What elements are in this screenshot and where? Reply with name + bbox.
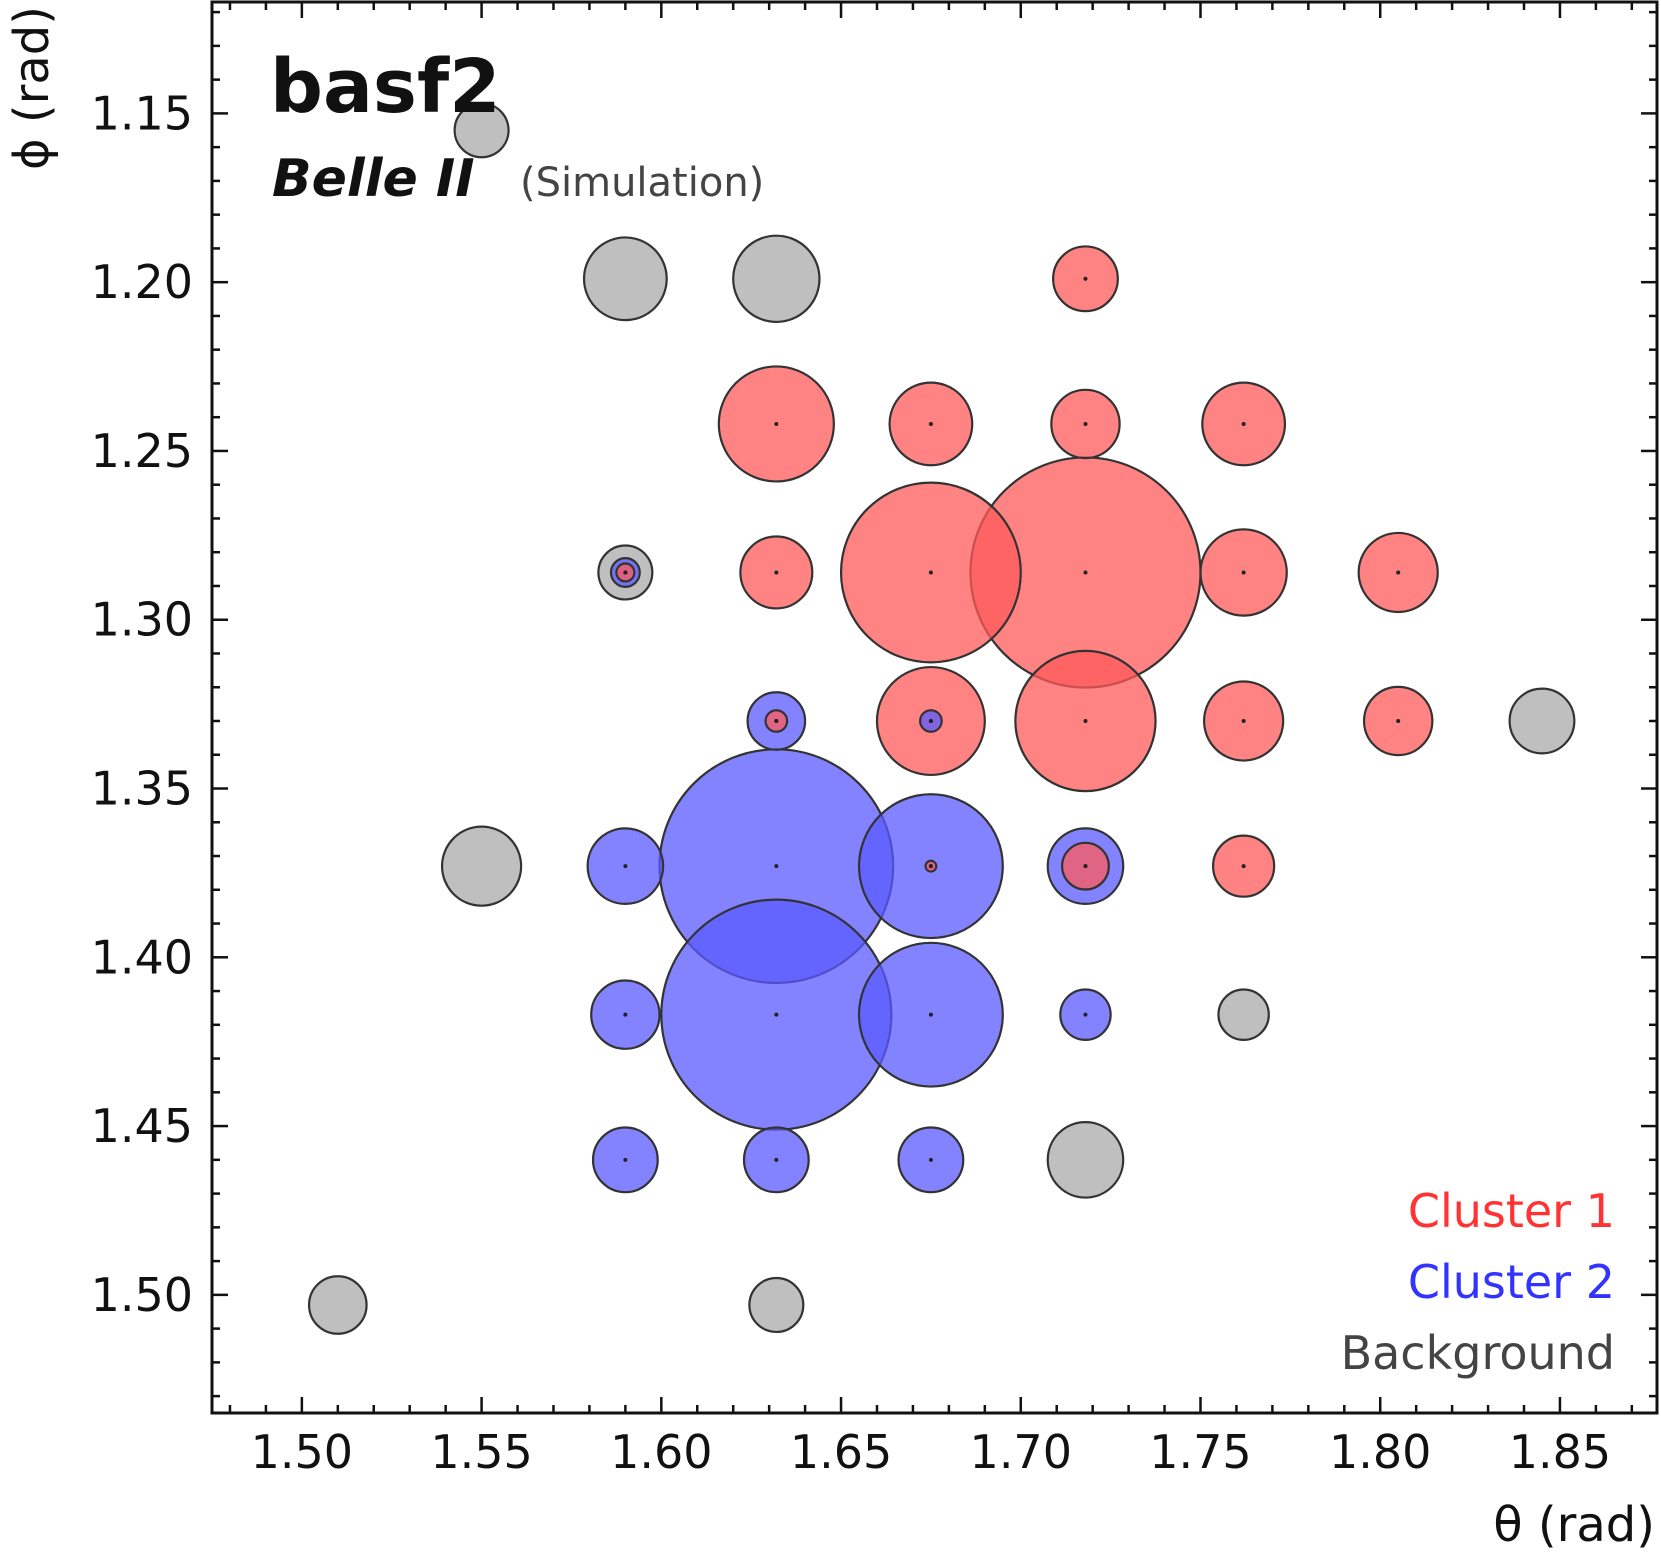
axis-ticks: 1.50 1.55 1.60 1.65 1.70 1.75 1.80 1.85 1.15 1.20… xyxy=(91,2,1657,1479)
x-tick-label-4: 1.70 xyxy=(970,1425,1072,1479)
cell-center-dot-29 xyxy=(1083,1012,1088,1017)
cell-center-dot-12 xyxy=(1241,719,1246,724)
cell-center-dot-22 xyxy=(623,864,628,869)
cell-center-dot-6 xyxy=(928,570,933,575)
cell-center-dot-32 xyxy=(928,1157,933,1162)
cell-center-dot-0 xyxy=(1083,276,1088,281)
y-tick-label-3: 1.30 xyxy=(91,593,193,647)
cell-center-dot-1 xyxy=(774,421,779,426)
marker-background-8 xyxy=(307,1275,368,1335)
cell-center-dot-26 xyxy=(623,1012,628,1017)
plot-frame xyxy=(210,0,1659,1415)
marker-background-4 xyxy=(1508,687,1576,755)
y-tick-label-2: 1.25 xyxy=(91,424,193,478)
cell-center-dot-13 xyxy=(1396,719,1401,724)
legend-entry-background: Background xyxy=(1341,1326,1615,1380)
cell-center-dot-23 xyxy=(774,864,779,869)
y-tick-label-0: 1.15 xyxy=(91,86,193,140)
cell-center-dot-2 xyxy=(928,421,933,426)
y-tick-label-5: 1.40 xyxy=(91,930,193,984)
marker-background-1 xyxy=(582,236,668,322)
marker-background-2 xyxy=(732,234,821,324)
legend-entry-cluster-1: Cluster 1 xyxy=(1408,1184,1615,1238)
y-tick-label-6: 1.45 xyxy=(91,1099,193,1153)
marker-background-5 xyxy=(440,825,523,907)
y-tick-label-4: 1.35 xyxy=(91,762,193,816)
cell-center-dot-19 xyxy=(774,719,779,724)
x-axis-label: θ (rad) xyxy=(1493,1497,1655,1553)
data-markers xyxy=(307,102,1576,1335)
cell-center-dot-21 xyxy=(623,570,628,575)
marker-background-0 xyxy=(453,102,510,159)
x-tick-label-2: 1.60 xyxy=(610,1425,712,1479)
watermark-experiment: Belle II xyxy=(272,149,475,209)
cell-center-dot-7 xyxy=(1083,570,1088,575)
cell-center-dot-9 xyxy=(1396,570,1401,575)
cell-center-dot-4 xyxy=(1241,421,1246,426)
cell-center-dot-27 xyxy=(774,1012,779,1017)
cell-center-dot-20 xyxy=(928,719,933,724)
cell-center-dot-11 xyxy=(1083,719,1088,724)
cell-center-dot-5 xyxy=(774,570,779,575)
legend-entry-cluster-2: Cluster 2 xyxy=(1408,1255,1615,1309)
cell-center-dot-17 xyxy=(1241,864,1246,869)
y-tick-label-7: 1.50 xyxy=(91,1268,193,1322)
marker-background-6 xyxy=(1217,988,1270,1041)
legend: Cluster 1 Cluster 2 Background xyxy=(1341,1184,1615,1380)
watermark-note: (Simulation) xyxy=(520,160,764,206)
marker-background-9 xyxy=(748,1276,805,1334)
cell-center-dot-8 xyxy=(1241,570,1246,575)
x-tick-label-6: 1.80 xyxy=(1329,1425,1431,1479)
x-tick-label-7: 1.85 xyxy=(1509,1425,1611,1479)
cell-center-dot-3 xyxy=(1083,421,1088,426)
x-tick-label-0: 1.50 xyxy=(251,1425,353,1479)
x-tick-label-1: 1.55 xyxy=(430,1425,532,1479)
cell-center-dot-24 xyxy=(928,864,933,869)
y-axis-label: ϕ (rad) xyxy=(4,6,60,170)
x-tick-label-5: 1.75 xyxy=(1149,1425,1251,1479)
cell-center-dot-31 xyxy=(774,1157,779,1162)
marker-background-7 xyxy=(1046,1120,1125,1199)
x-tick-label-3: 1.65 xyxy=(790,1425,892,1479)
watermark-software: basf2 xyxy=(270,44,501,130)
cell-center-dot-25 xyxy=(1083,864,1088,869)
cell-center-dot-30 xyxy=(623,1157,628,1162)
cell-center-dot-28 xyxy=(928,1012,933,1017)
y-tick-label-1: 1.20 xyxy=(91,255,193,309)
